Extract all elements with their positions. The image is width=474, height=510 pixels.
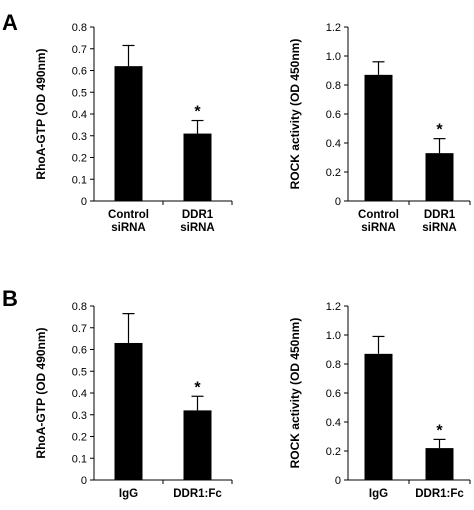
chart-4-ytick-label: 0.6 (326, 388, 341, 400)
chart-1-bar (183, 133, 212, 201)
chart-1-ytick-label: 0.6 (72, 66, 87, 78)
chart-3-ytick-label: 0.5 (72, 366, 87, 378)
chart-3-ytick-label: 0.8 (72, 301, 87, 313)
chart-3-category-label: DDR1:Fc (173, 488, 222, 500)
chart-3-category-label: IgG (119, 488, 138, 500)
chart-4-y-label: ROCK activity (OD 450nm) (288, 318, 302, 469)
chart-1-ytick-label: 0.4 (72, 109, 87, 121)
chart-4-ytick-label: 1.0 (326, 330, 341, 342)
chart-2-significance-star: * (436, 122, 443, 139)
chart-3-bar (183, 410, 212, 480)
chart-2-bar (425, 153, 454, 201)
chart-3-y-label: RhoA-GTP (OD 490nm) (34, 327, 48, 458)
chart-2-category-label: DDR1 (424, 209, 456, 221)
chart-3-bar (114, 342, 143, 480)
chart-1-significance-star: * (194, 104, 201, 121)
chart-4-ytick-label: 0 (335, 475, 341, 487)
chart-2-category-label: siRNA (422, 222, 457, 234)
chart-2-ytick-label: 0 (335, 196, 341, 208)
panel-letter-b: B (2, 286, 18, 311)
chart-2-ytick-label: 1.2 (326, 22, 341, 34)
chart-1-category-label: siRNA (180, 222, 215, 234)
chart-3-ytick-label: 0.6 (72, 345, 87, 357)
chart-1-ytick-label: 0.1 (72, 174, 87, 186)
chart-4-ytick-label: 0.4 (326, 417, 341, 429)
chart-1-ytick-label: 0.7 (72, 44, 87, 56)
chart-2-y-label: ROCK activity (OD 450nm) (288, 39, 302, 190)
chart-4-category-label: DDR1:Fc (415, 488, 464, 500)
chart-1-bar (114, 66, 143, 202)
chart-2-ytick-label: 0.6 (326, 109, 341, 121)
chart-4-ytick-label: 1.2 (326, 301, 341, 313)
chart-2-ytick-label: 1.0 (326, 51, 341, 63)
chart-1-ytick-label: 0.2 (72, 153, 87, 165)
chart-4-bar (364, 353, 393, 480)
chart-3-ytick-label: 0.1 (72, 453, 87, 465)
chart-4-ytick-label: 0.2 (326, 446, 341, 458)
chart-4-category-label: IgG (369, 488, 388, 500)
chart-1-category-label: Control (108, 209, 149, 221)
chart-1-category-label: DDR1 (182, 209, 214, 221)
chart-2-bar (364, 74, 393, 201)
chart-1-ytick-label: 0 (81, 196, 87, 208)
chart-3-significance-star: * (194, 379, 201, 396)
chart-1-ytick-label: 0.3 (72, 131, 87, 143)
chart-1-ytick-label: 0.8 (72, 22, 87, 34)
chart-3-ytick-label: 0.3 (72, 410, 87, 422)
chart-1-ytick-label: 0.5 (72, 87, 87, 99)
chart-1-category-label: siRNA (111, 222, 146, 234)
panel-letter-a: A (2, 10, 18, 35)
chart-3-ytick-label: 0.2 (72, 432, 87, 444)
chart-4-ytick-label: 0.8 (326, 359, 341, 371)
chart-4-bar (425, 448, 454, 480)
chart-3-ytick-label: 0.4 (72, 388, 87, 400)
chart-2-ytick-label: 0.4 (326, 138, 341, 150)
chart-2-ytick-label: 0.8 (326, 80, 341, 92)
chart-2-ytick-label: 0.2 (326, 167, 341, 179)
chart-1-y-label: RhoA-GTP (OD 490nm) (34, 48, 48, 179)
chart-3-ytick-label: 0 (81, 475, 87, 487)
chart-3-ytick-label: 0.7 (72, 323, 87, 335)
chart-4-significance-star: * (436, 422, 443, 439)
chart-2-category-label: Control (358, 209, 399, 221)
chart-2-category-label: siRNA (361, 222, 396, 234)
